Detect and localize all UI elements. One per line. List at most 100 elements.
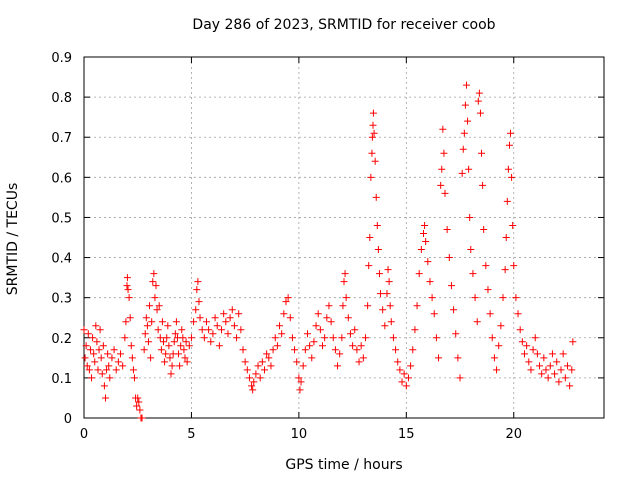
data-point (123, 274, 131, 282)
data-point (260, 366, 268, 374)
data-point (310, 338, 318, 346)
data-point (542, 366, 550, 374)
data-point (523, 342, 531, 350)
data-point (141, 330, 149, 338)
data-point (538, 370, 546, 378)
data-point (504, 165, 512, 173)
data-point (325, 302, 333, 310)
data-point (153, 306, 161, 314)
data-point (162, 350, 170, 358)
x-tick-label: 15 (398, 427, 415, 442)
data-point (171, 330, 179, 338)
data-point (402, 382, 410, 390)
data-point (146, 302, 154, 310)
data-point (365, 262, 373, 270)
data-point (516, 326, 524, 334)
data-point (369, 109, 377, 117)
data-point (544, 374, 552, 382)
data-point (269, 346, 277, 354)
data-point (548, 350, 556, 358)
data-point (165, 342, 173, 350)
data-point (200, 334, 208, 342)
data-point (134, 394, 142, 402)
data-point (170, 338, 178, 346)
data-point (252, 370, 260, 378)
x-tick-label: 0 (80, 427, 88, 442)
data-point (154, 326, 162, 334)
data-point (424, 258, 432, 266)
data-point (282, 298, 290, 306)
data-point (123, 282, 131, 290)
data-point (122, 318, 130, 326)
data-point (561, 374, 569, 382)
data-point (462, 81, 470, 89)
data-point (569, 338, 577, 346)
data-point (369, 121, 377, 129)
data-point (222, 318, 230, 326)
data-point (392, 346, 400, 354)
data-point (497, 322, 505, 330)
data-point (167, 370, 175, 378)
data-point (321, 334, 329, 342)
data-point (230, 322, 238, 330)
data-point (241, 358, 249, 366)
data-point (501, 266, 509, 274)
data-point (278, 330, 286, 338)
data-point (306, 342, 314, 350)
data-point (104, 350, 112, 358)
data-point (296, 386, 304, 394)
data-point (91, 358, 99, 366)
data-point (258, 358, 266, 366)
data-point (181, 354, 189, 362)
y-tick-label: 0.9 (51, 51, 72, 66)
data-point (336, 350, 344, 358)
data-point (224, 330, 232, 338)
data-point (194, 278, 202, 286)
data-point (226, 314, 234, 322)
data-point (353, 346, 361, 354)
data-point (428, 294, 436, 302)
data-point (553, 358, 561, 366)
data-point (166, 354, 174, 362)
data-point (415, 270, 423, 278)
data-point (510, 262, 518, 270)
data-point (502, 234, 510, 241)
data-point (381, 322, 389, 330)
data-point (81, 354, 89, 362)
data-point (163, 334, 171, 342)
data-point (454, 354, 462, 362)
data-point (84, 330, 92, 338)
data-point (346, 330, 354, 338)
data-point (383, 290, 391, 298)
data-point (379, 306, 387, 314)
data-point (375, 270, 383, 278)
data-point (493, 366, 501, 374)
data-point (273, 342, 281, 350)
data-point (557, 366, 565, 374)
data-point (469, 270, 477, 278)
data-point (133, 402, 141, 410)
data-point (119, 362, 127, 370)
data-point (531, 334, 539, 342)
data-point (398, 378, 406, 386)
data-point (228, 306, 236, 314)
data-point (128, 354, 136, 362)
data-point (314, 310, 322, 318)
data-point (413, 302, 421, 310)
data-point (456, 374, 464, 382)
data-point (92, 322, 100, 330)
data-point (430, 310, 438, 318)
data-point (464, 117, 472, 125)
data-point (101, 394, 109, 402)
data-point (243, 366, 251, 374)
data-point (213, 322, 221, 330)
data-point (357, 342, 365, 350)
data-point (490, 354, 498, 362)
data-point (144, 338, 152, 346)
data-point (271, 334, 279, 342)
data-point (404, 374, 412, 382)
data-point (301, 346, 309, 354)
data-point (488, 334, 496, 342)
data-point (355, 358, 363, 366)
data-point (149, 278, 157, 286)
